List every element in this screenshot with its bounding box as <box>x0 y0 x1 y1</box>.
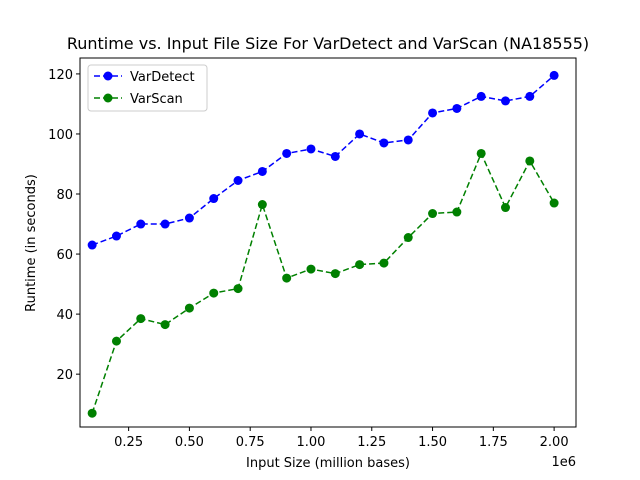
data-point-varscan <box>330 269 340 279</box>
data-point-varscan <box>184 303 194 313</box>
data-point-vardetect <box>330 151 340 161</box>
data-point-vardetect <box>184 213 194 223</box>
data-point-vardetect <box>379 138 389 148</box>
y-tick-label: 100 <box>48 128 73 143</box>
data-point-vardetect <box>403 135 413 145</box>
data-point-varscan <box>403 233 413 243</box>
data-point-varscan <box>136 314 146 324</box>
y-tick-label: 120 <box>48 68 73 83</box>
data-point-varscan <box>525 156 535 166</box>
x-tick-label: 0.50 <box>175 435 204 450</box>
series-line-varscan <box>91 151 555 414</box>
y-tick-label: 40 <box>56 308 73 323</box>
x-tick-label: 2.00 <box>540 435 569 450</box>
data-point-vardetect <box>160 219 170 229</box>
data-point-vardetect <box>257 166 267 176</box>
data-point-varscan <box>111 336 121 346</box>
data-point-vardetect <box>549 70 559 80</box>
data-point-vardetect <box>476 91 486 101</box>
legend-item-varscan: VarScan <box>94 92 183 107</box>
x-tick-label: 1.25 <box>357 435 386 450</box>
x-axis-offset-label: 1e6 <box>551 455 576 470</box>
data-point-varscan <box>306 264 316 274</box>
data-point-vardetect <box>233 175 243 185</box>
axes-frame <box>79 57 577 428</box>
data-point-vardetect <box>428 108 438 118</box>
series-varscan <box>87 148 559 418</box>
data-point-varscan <box>233 284 243 294</box>
x-axis-label: Input Size (million bases) <box>246 456 410 471</box>
series-vardetect <box>87 70 559 250</box>
y-axis-ticks: 20 40 60 80 100 120 <box>48 68 80 383</box>
legend-item-vardetect: VarDetect <box>94 70 195 85</box>
x-tick-label: 1.75 <box>479 435 508 450</box>
chart-title: Runtime vs. Input File Size For VarDetec… <box>67 34 589 53</box>
y-tick-label: 60 <box>56 248 73 263</box>
data-point-vardetect <box>355 129 365 139</box>
data-point-varscan <box>549 198 559 208</box>
legend-label-varscan: VarScan <box>130 92 183 107</box>
data-point-varscan <box>428 209 438 219</box>
series-layer <box>87 70 559 418</box>
plot-area <box>79 57 577 428</box>
data-point-vardetect <box>306 144 316 154</box>
data-point-varscan <box>476 148 486 158</box>
data-point-varscan <box>452 207 462 217</box>
y-tick-label: 20 <box>56 368 73 383</box>
legend-label-vardetect: VarDetect <box>130 70 195 85</box>
x-axis-ticks: 0.25 0.50 0.75 1.00 1.25 1.50 1.75 2.00 <box>114 427 569 450</box>
y-axis-label: Runtime (in seconds) <box>24 174 39 312</box>
x-tick-label: 1.50 <box>418 435 447 450</box>
data-point-varscan <box>355 260 365 270</box>
data-point-varscan <box>87 408 97 418</box>
data-point-vardetect <box>500 96 510 106</box>
data-point-vardetect <box>111 231 121 241</box>
data-point-varscan <box>160 320 170 330</box>
data-point-vardetect <box>525 91 535 101</box>
data-point-vardetect <box>209 194 219 204</box>
x-tick-label: 0.75 <box>236 435 265 450</box>
y-tick-label: 80 <box>56 188 73 203</box>
data-point-varscan <box>257 200 267 210</box>
axes-background <box>80 58 576 427</box>
legend-marker-varscan <box>103 93 113 103</box>
data-point-varscan <box>282 273 292 283</box>
legend: VarDetect VarScan <box>87 64 208 112</box>
legend-marker-vardetect <box>103 71 113 81</box>
data-point-varscan <box>500 203 510 213</box>
x-tick-label: 1.00 <box>297 435 326 450</box>
data-point-varscan <box>209 288 219 298</box>
data-point-vardetect <box>136 219 146 229</box>
data-point-vardetect <box>452 103 462 113</box>
data-point-vardetect <box>282 148 292 158</box>
data-point-vardetect <box>87 240 97 250</box>
x-tick-label: 0.25 <box>114 435 143 450</box>
data-point-varscan <box>379 258 389 268</box>
